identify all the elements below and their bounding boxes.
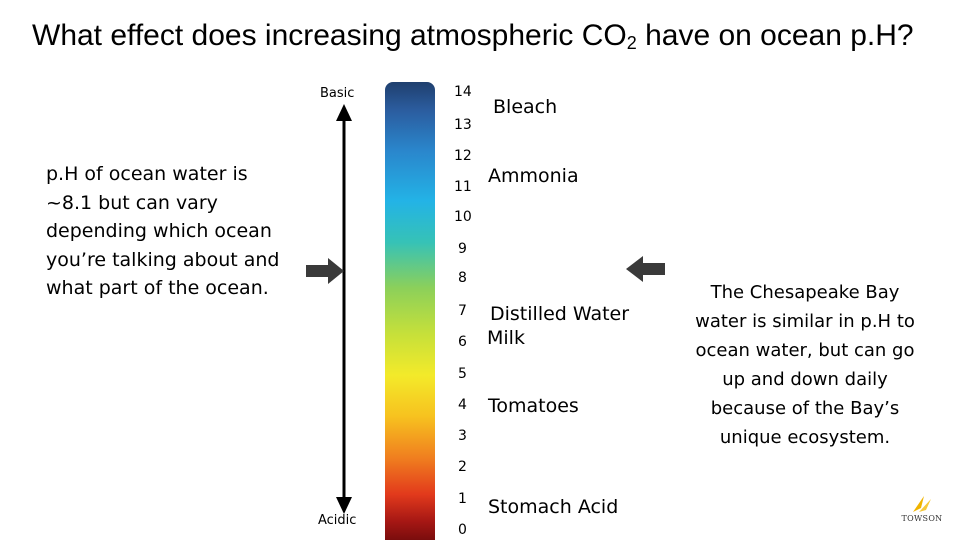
title-tail: have on ocean p.H? [636,19,914,52]
substance-stomach-acid: Stomach Acid [488,496,619,518]
substance-milk: Milk [487,327,525,349]
up-arrowhead-icon [336,104,352,121]
tick-11: 11 [454,179,472,195]
acidic-label: Acidic [318,513,357,528]
substance-bleach: Bleach [493,96,558,118]
right-pointer-arrow-icon [306,258,344,284]
towson-logo-mark-icon [913,496,931,512]
tick-10: 10 [454,209,472,225]
ocean-ph-note: p.H of ocean water is ~8.1 but can vary … [46,163,280,299]
chesapeake-bay-note: The Chesapeake Bay water is similar in p… [695,282,915,448]
title-main: What effect does increasing atmospheric … [32,19,627,52]
tick-6: 6 [458,334,467,350]
substance-ammonia: Ammonia [488,165,579,187]
towson-logo: TOWSON [893,494,951,528]
ph-color-scale [385,82,435,540]
basic-label: Basic [320,86,355,101]
towson-logo-text: TOWSON [901,514,943,523]
tick-2: 2 [458,459,467,475]
tick-12: 12 [454,148,472,164]
tick-14: 14 [454,84,472,100]
down-arrowhead-icon [336,497,352,514]
tick-5: 5 [458,366,467,382]
tick-0: 0 [458,522,467,538]
tick-4: 4 [458,397,467,413]
tick-7: 7 [458,303,467,319]
tick-9: 9 [458,241,467,257]
slide-title: What effect does increasing atmospheric … [32,18,942,54]
tick-3: 3 [458,428,467,444]
substance-distilled-water: Distilled Water [490,303,630,325]
left-pointer-arrow-icon [626,256,665,282]
tick-8: 8 [458,270,467,286]
substance-tomatoes: Tomatoes [488,395,579,417]
tick-13: 13 [454,117,472,133]
tick-1: 1 [458,491,467,507]
title-subscript: 2 [626,33,637,53]
